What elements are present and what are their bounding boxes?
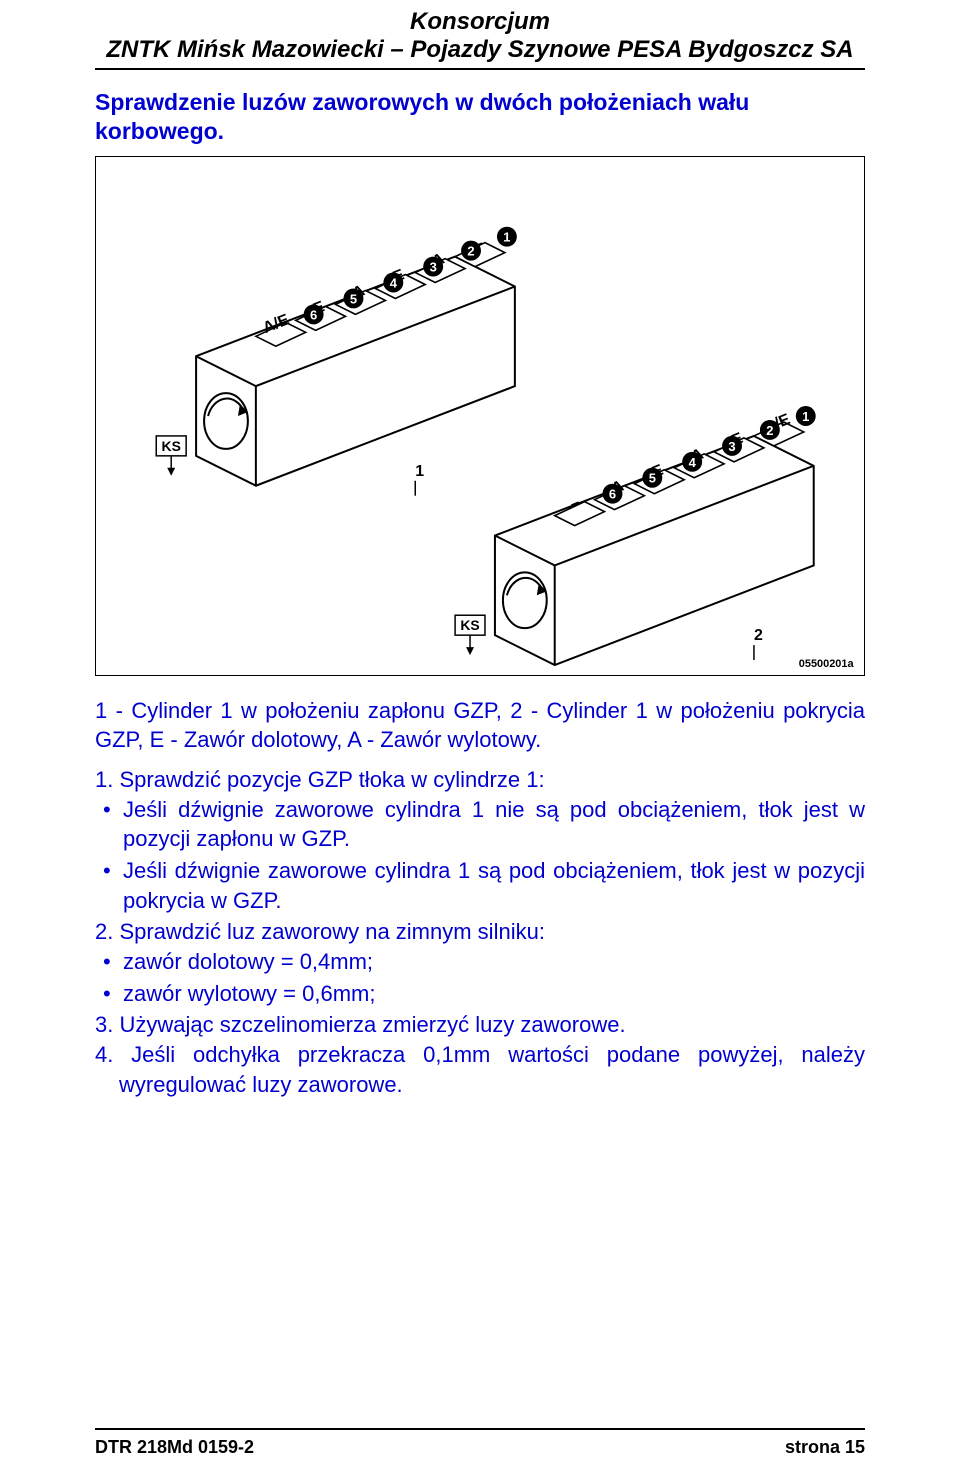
ks-label: KS [460, 617, 479, 633]
diagram-frame: – A E A E A/E 1 2 3 4 5 6 KS [95, 156, 865, 676]
footer-rule [95, 1428, 865, 1430]
bullet-1a: Jeśli dźwignie zaworowe cylindra 1 nie s… [95, 795, 865, 854]
circle-number: 3 [430, 259, 437, 274]
circle-number: 5 [350, 291, 357, 306]
page-footer: DTR 218Md 0159-2 strona 15 [95, 1437, 865, 1458]
step-3: 3. Używając szczelinomierza zmierzyć luz… [95, 1010, 865, 1040]
header-rule [95, 68, 865, 70]
circle-number: 2 [766, 422, 773, 437]
ks-label: KS [162, 437, 181, 453]
step-1: 1. Sprawdzić pozycje GZP tłoka w cylindr… [95, 765, 865, 795]
circle-number: 3 [728, 438, 735, 453]
circle-number: 2 [467, 243, 474, 258]
header-line-2: ZNTK Mińsk Mazowiecki – Pojazdy Szynowe … [95, 36, 865, 64]
circle-number: 6 [310, 307, 317, 322]
engine-diagram: – A E A E A/E 1 2 3 4 5 6 KS [96, 157, 864, 675]
step-2: 2. Sprawdzić luz zaworowy na zimnym siln… [95, 917, 865, 947]
section-title: Sprawdzenie luzów zaworowych w dwóch poł… [95, 88, 865, 146]
bullet-1b: Jeśli dźwignie zaworowe cylindra 1 są po… [95, 856, 865, 915]
figure-number: 1 [415, 462, 424, 479]
drawing-number: 05500201a [799, 658, 855, 670]
footer-right: strona 15 [785, 1437, 865, 1458]
bullet-2a: zawór dolotowy = 0,4mm; [95, 947, 865, 977]
circle-number: 1 [802, 408, 809, 423]
body-text: 1 - Cylinder 1 w położeniu zapłonu GZP, … [95, 696, 865, 1100]
circle-number: 6 [609, 486, 616, 501]
page-header: Konsorcjum ZNTK Mińsk Mazowiecki – Pojaz… [95, 0, 865, 64]
intro-paragraph: 1 - Cylinder 1 w położeniu zapłonu GZP, … [95, 696, 865, 755]
circle-number: 4 [689, 454, 697, 469]
circle-number: 5 [649, 470, 656, 485]
header-line-1: Konsorcjum [95, 8, 865, 36]
step-4: 4. Jeśli odchyłka przekracza 0,1mm warto… [95, 1040, 865, 1099]
footer-left: DTR 218Md 0159-2 [95, 1437, 254, 1458]
figure-number: 2 [754, 627, 763, 644]
bullet-2b: zawór wylotowy = 0,6mm; [95, 979, 865, 1009]
circle-number: 1 [503, 229, 510, 244]
circle-number: 4 [390, 275, 398, 290]
